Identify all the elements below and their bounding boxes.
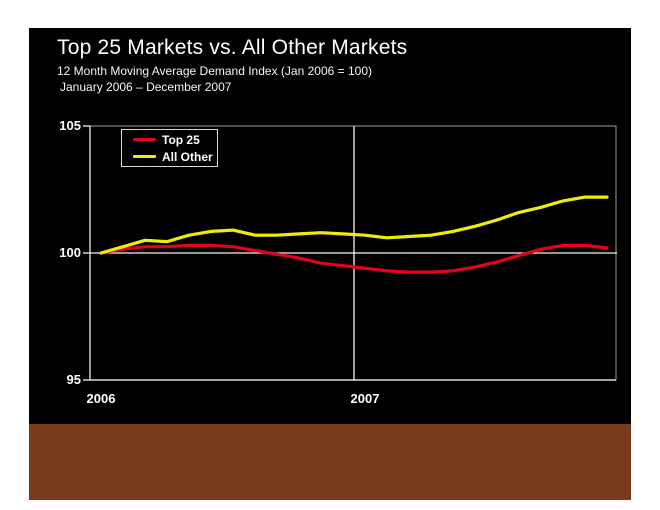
- slide-date-range: January 2006 – December 2007: [60, 80, 232, 94]
- y-axis-label-95: 95: [66, 372, 81, 387]
- all-other-line-swatch: [133, 155, 156, 158]
- x-axis-label-2006: 2006: [86, 391, 116, 406]
- chart-legend: Top 25 All Other: [121, 129, 218, 167]
- slide-background: [29, 28, 631, 424]
- footer-accent-bar: [29, 424, 631, 500]
- legend-label-top-25: Top 25: [162, 132, 200, 147]
- legend-label-all-other: All Other: [162, 149, 213, 164]
- top-25-series-line: [99, 243, 609, 274]
- y-axis-ticks: [83, 125, 90, 381]
- top-25-line-swatch: [133, 138, 156, 141]
- all-other-series-line: [99, 195, 609, 255]
- legend-item-top-25: Top 25: [133, 132, 217, 147]
- slide-title: Top 25 Markets vs. All Other Markets: [57, 36, 408, 59]
- legend-item-all-other: All Other: [133, 149, 217, 164]
- y-axis-label-105: 105: [59, 118, 81, 133]
- x-axis-label-2007: 2007: [350, 391, 380, 406]
- y-axis-label-100: 100: [59, 245, 81, 260]
- slide-subtitle: 12 Month Moving Average Demand Index (Ja…: [57, 64, 372, 78]
